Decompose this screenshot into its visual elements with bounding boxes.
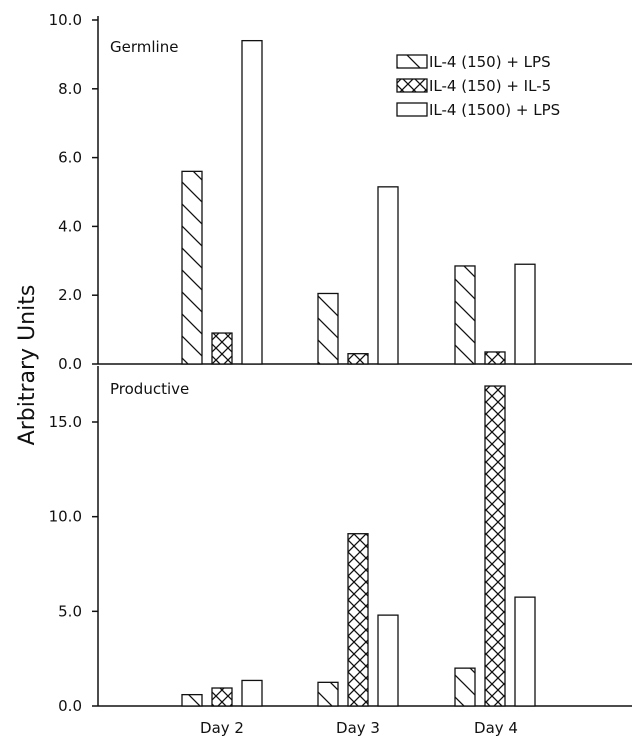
category-label: Day 4	[474, 719, 518, 737]
panel-title: Germline	[110, 38, 178, 56]
bar	[241, 39, 263, 365]
y-tick-label: 0.0	[58, 697, 82, 715]
legend: IL-4 (150) + LPS IL-4 (150) + IL-5 IL-4 (1…	[396, 53, 560, 119]
germline-panel: 0.0 2.0 4.0 6.0 8.0 10.0 Germline	[49, 11, 632, 373]
bar	[317, 681, 339, 707]
y-tick-label: 5.0	[58, 602, 82, 620]
bar	[377, 186, 399, 365]
bar	[211, 687, 233, 707]
legend-swatch	[396, 54, 428, 69]
legend-swatch	[396, 78, 428, 93]
category-label: Day 2	[200, 719, 244, 737]
y-tick-label: 10.0	[49, 11, 82, 29]
y-tick-label: 15.0	[49, 413, 82, 431]
y-tick-label: 4.0	[58, 217, 82, 235]
bar	[181, 170, 203, 365]
bar	[317, 292, 339, 365]
bar	[484, 351, 506, 365]
bar	[377, 614, 399, 707]
bar	[514, 596, 536, 707]
bar	[211, 332, 233, 365]
bar	[181, 693, 203, 707]
bar	[484, 385, 506, 707]
y-tick-label: 10.0	[49, 508, 82, 526]
bar	[347, 533, 369, 707]
legend-swatch	[396, 102, 428, 117]
legend-label: IL-4 (150) + IL-5	[429, 77, 551, 95]
bar	[454, 265, 476, 365]
y-axis-label: Arbitrary Units	[15, 285, 40, 446]
legend-label: IL-4 (1500) + LPS	[429, 101, 560, 119]
y-tick-label: 8.0	[58, 80, 82, 98]
category-labels: Day 2 Day 3 Day 4	[200, 719, 518, 737]
bar	[347, 353, 369, 365]
y-tick-label: 2.0	[58, 286, 82, 304]
legend-label: IL-4 (150) + LPS	[429, 53, 551, 71]
bar	[454, 667, 476, 707]
bar	[514, 263, 536, 365]
productive-panel: 0.0 5.0 10.0 15.0 Productive	[49, 366, 632, 715]
category-label: Day 3	[336, 719, 380, 737]
y-tick-label: 6.0	[58, 149, 82, 167]
panel-title: Productive	[110, 380, 189, 398]
bar	[241, 679, 263, 707]
y-tick-label: 0.0	[58, 355, 82, 373]
